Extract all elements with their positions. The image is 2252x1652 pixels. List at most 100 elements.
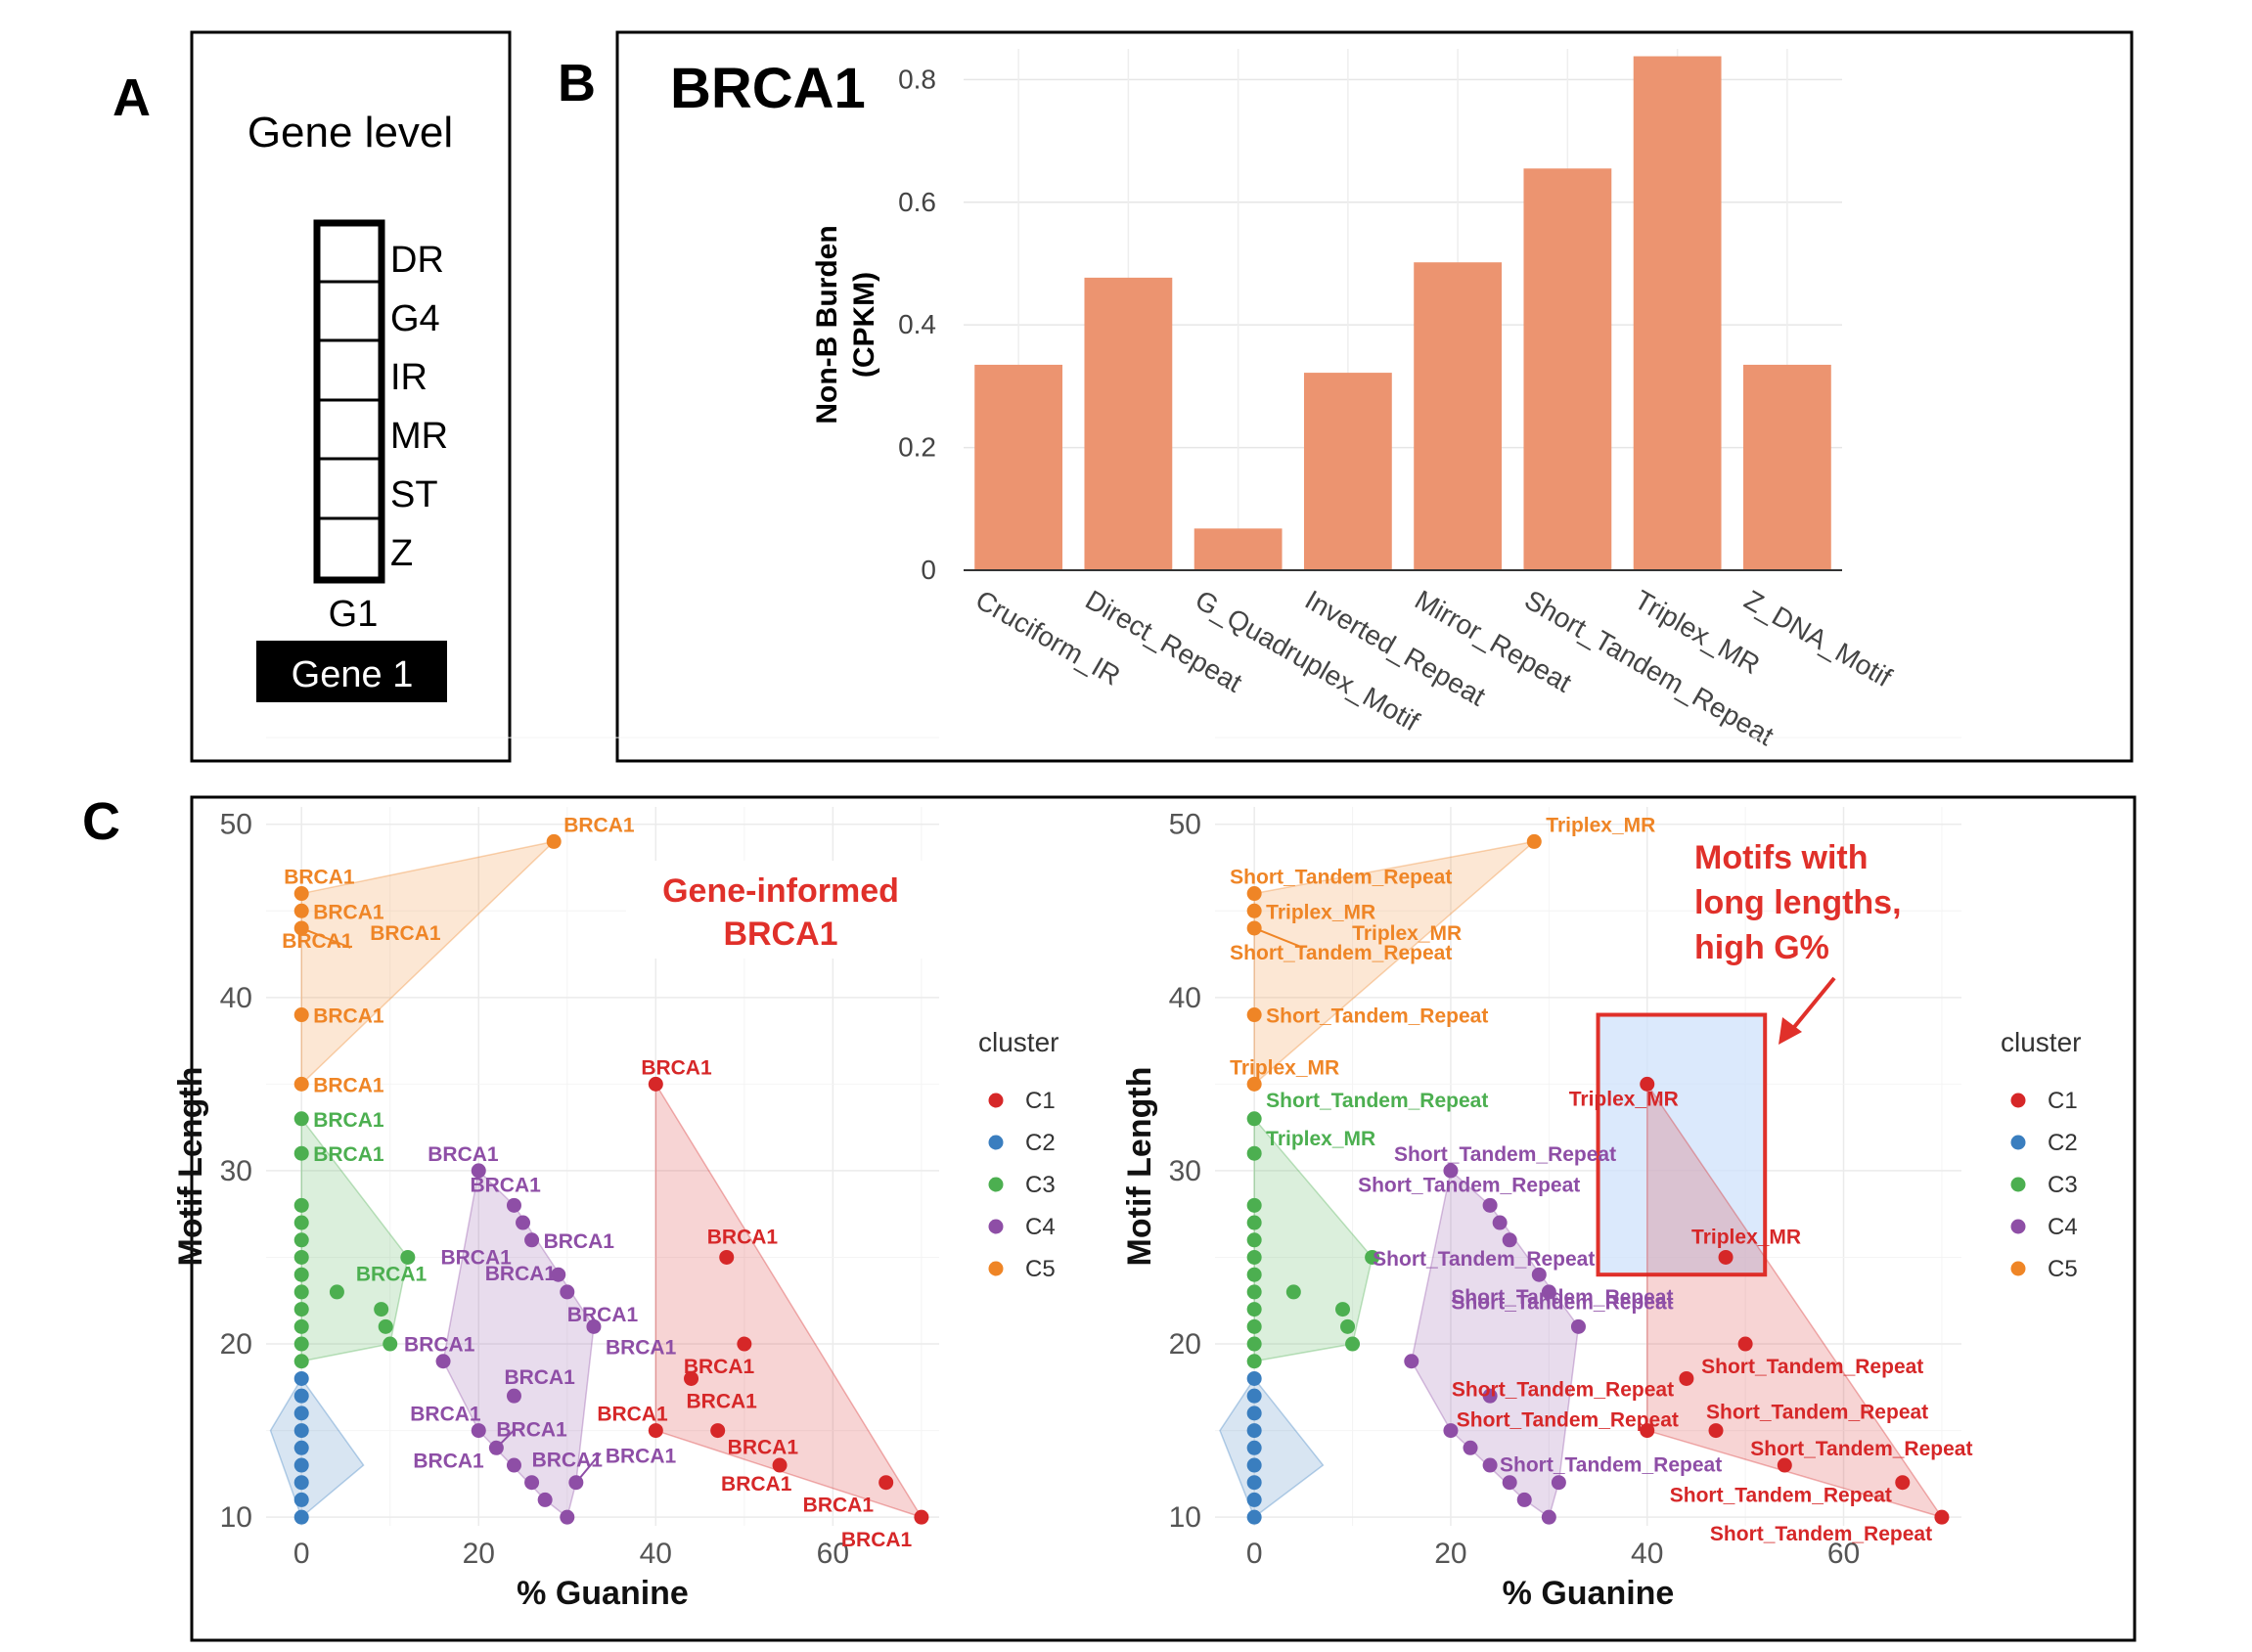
point-label: BRCA1 bbox=[413, 1450, 484, 1472]
scatter-xlabel: % Guanine bbox=[1503, 1575, 1675, 1612]
data-point-c3 bbox=[293, 1111, 309, 1127]
legend-label-c2: C2 bbox=[1025, 1130, 1056, 1156]
legend-swatch-c5 bbox=[988, 1261, 1004, 1276]
scatter-xlabel: % Guanine bbox=[517, 1575, 689, 1612]
data-point-c1 bbox=[1640, 1076, 1655, 1092]
data-point-c2 bbox=[293, 1406, 309, 1421]
data-point-c4 bbox=[1541, 1284, 1556, 1300]
legend-swatch-c3 bbox=[2010, 1177, 2026, 1192]
data-point-c1 bbox=[1640, 1423, 1655, 1439]
point-label: BRCA1 bbox=[841, 1529, 913, 1551]
data-point-c3 bbox=[293, 1197, 309, 1213]
legend-swatch-c2 bbox=[2010, 1135, 2026, 1150]
annotation-line-1: Gene-informed bbox=[662, 872, 899, 910]
data-point-c4 bbox=[560, 1509, 575, 1525]
point-label: BRCA1 bbox=[641, 1056, 712, 1079]
data-point-c4 bbox=[506, 1197, 521, 1213]
scatter-xtick-label: 60 bbox=[817, 1538, 849, 1570]
cluster-hull-c2 bbox=[1219, 1377, 1325, 1519]
panel-b: BRCA1 00.20.40.60.8Cruciform_IRDirect_Re… bbox=[615, 30, 2134, 763]
scatter-ytick-label: 40 bbox=[1169, 982, 1201, 1014]
point-label: BRCA1 bbox=[440, 1246, 512, 1269]
legend-swatch-c5 bbox=[2010, 1261, 2026, 1276]
data-point-c2 bbox=[1246, 1492, 1262, 1507]
scatter-ytick-label: 10 bbox=[220, 1501, 252, 1534]
data-point-c2 bbox=[1246, 1457, 1262, 1473]
bar-ytick-label: 0.2 bbox=[898, 432, 936, 463]
data-point-c3 bbox=[1345, 1336, 1361, 1352]
data-point-c3 bbox=[1246, 1145, 1262, 1161]
legend-swatch-c4 bbox=[2010, 1219, 2026, 1234]
bar bbox=[974, 364, 1063, 570]
data-point-c3 bbox=[1246, 1336, 1262, 1352]
point-label: Triplex_MR bbox=[1352, 922, 1462, 945]
box-label-dr: DR bbox=[390, 240, 444, 281]
scatter-xtick-label: 20 bbox=[1434, 1538, 1466, 1570]
bar bbox=[1303, 373, 1392, 570]
legend-swatch-c1 bbox=[2010, 1093, 2026, 1108]
data-point-c1 bbox=[878, 1475, 894, 1491]
data-point-c4 bbox=[1551, 1475, 1566, 1491]
point-label: Short_Tandem_Repeat bbox=[1670, 1485, 1892, 1507]
data-point-c2 bbox=[1246, 1388, 1262, 1404]
point-label-leader bbox=[575, 1452, 602, 1484]
data-point-c5 bbox=[293, 1007, 309, 1023]
panel-a-frame bbox=[190, 30, 512, 763]
point-label: BRCA1 bbox=[313, 1143, 384, 1166]
data-point-c4 bbox=[586, 1318, 602, 1334]
point-label: Short_Tandem_Repeat bbox=[1394, 1143, 1616, 1166]
point-label: Short_Tandem_Repeat bbox=[1358, 1174, 1580, 1196]
bar-chart-bars bbox=[974, 56, 1831, 570]
scatter-ytick-label: 20 bbox=[220, 1328, 252, 1361]
point-label: Short_Tandem_Repeat bbox=[1373, 1248, 1595, 1271]
data-point-c4 bbox=[471, 1423, 486, 1439]
legend-title: cluster bbox=[978, 1027, 1058, 1057]
data-point-c3 bbox=[1335, 1302, 1351, 1317]
data-point-c3 bbox=[1246, 1354, 1262, 1369]
point-label: BRCA1 bbox=[282, 930, 353, 953]
scatter-xtick-label: 40 bbox=[640, 1538, 672, 1570]
scatter-ytick-label: 50 bbox=[220, 809, 252, 841]
bar bbox=[1633, 56, 1722, 570]
data-point-c2 bbox=[1246, 1406, 1262, 1421]
data-point-c3 bbox=[1246, 1197, 1262, 1213]
data-point-c3 bbox=[293, 1232, 309, 1248]
data-point-c3 bbox=[378, 1318, 393, 1334]
bar-ylabel-line1: Non-B Burden bbox=[811, 225, 843, 424]
data-point-c3 bbox=[293, 1215, 309, 1230]
legend-label-c3: C3 bbox=[1025, 1172, 1056, 1198]
cluster-hull-c1 bbox=[654, 1081, 923, 1519]
point-label: BRCA1 bbox=[496, 1418, 567, 1441]
gene-box-stack bbox=[313, 219, 385, 584]
data-point-c4 bbox=[1531, 1267, 1547, 1282]
point-label: BRCA1 bbox=[313, 1074, 384, 1096]
point-label: Triplex_MR bbox=[1266, 901, 1375, 923]
data-point-c2 bbox=[293, 1475, 309, 1491]
data-point-c4 bbox=[1443, 1423, 1459, 1439]
data-point-c4 bbox=[1541, 1509, 1556, 1525]
scatter-ytick-label: 40 bbox=[220, 982, 252, 1014]
data-point-c4 bbox=[516, 1215, 531, 1230]
bar-ytick-label: 0.8 bbox=[898, 64, 936, 94]
data-point-c2 bbox=[293, 1509, 309, 1525]
point-label: Short_Tandem_Repeat bbox=[1750, 1438, 1972, 1460]
point-label: BRCA1 bbox=[313, 1109, 384, 1132]
data-point-c5 bbox=[1246, 903, 1262, 918]
cluster-hull-c5 bbox=[1253, 840, 1537, 1087]
point-label: BRCA1 bbox=[728, 1437, 799, 1459]
data-point-c2 bbox=[293, 1388, 309, 1404]
data-point-c3 bbox=[400, 1249, 416, 1265]
data-point-c5 bbox=[293, 1076, 309, 1092]
point-label: BRCA1 bbox=[707, 1226, 779, 1248]
bar bbox=[1523, 168, 1612, 570]
data-point-c3 bbox=[293, 1249, 309, 1265]
point-label: Short_Tandem_Repeat bbox=[1451, 1291, 1673, 1314]
data-point-c1 bbox=[684, 1370, 699, 1386]
point-label: BRCA1 bbox=[532, 1450, 604, 1472]
data-point-c1 bbox=[1777, 1457, 1792, 1473]
data-point-c3 bbox=[1246, 1318, 1262, 1334]
point-label: BRCA1 bbox=[284, 867, 355, 889]
point-label: Short_Tandem_Repeat bbox=[1701, 1356, 1923, 1378]
scatter-ytick-label: 20 bbox=[1169, 1328, 1201, 1361]
data-point-c3 bbox=[1246, 1249, 1262, 1265]
